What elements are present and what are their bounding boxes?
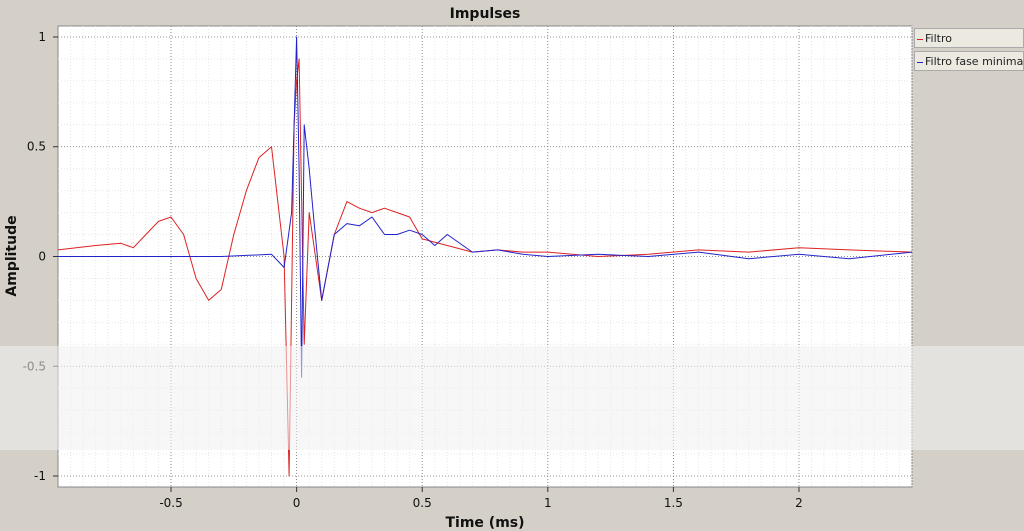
y-tick-label: 0.5 bbox=[27, 140, 46, 154]
series-line-0 bbox=[57, 58, 913, 477]
y-axis-label: Amplitude bbox=[4, 215, 20, 296]
x-tick-label: 1.5 bbox=[664, 496, 683, 510]
legend-item-filtro[interactable]: Filtro bbox=[914, 28, 1024, 48]
x-axis-label: Time (ms) bbox=[445, 515, 524, 531]
chart-title: Impulses bbox=[450, 6, 521, 22]
y-tick-label: -0.5 bbox=[23, 359, 46, 373]
series-group bbox=[57, 36, 913, 477]
legend-label: Filtro bbox=[925, 32, 952, 45]
x-tick-label: 0.5 bbox=[413, 496, 432, 510]
y-axis: -1 -0.5 0 0.5 1 bbox=[23, 30, 58, 483]
y-tick-label: 1 bbox=[38, 30, 46, 44]
x-tick-label: 0 bbox=[293, 496, 301, 510]
y-tick-label: -1 bbox=[34, 469, 46, 483]
legend-swatch-red bbox=[917, 39, 923, 40]
x-tick-label: -0.5 bbox=[159, 496, 182, 510]
legend-item-filtro-fase-minima[interactable]: Filtro fase minima bbox=[914, 51, 1024, 71]
series-line-1 bbox=[58, 36, 913, 378]
x-axis: -0.5 0 0.5 1 1.5 2 bbox=[159, 487, 803, 510]
y-tick-label: 0 bbox=[38, 250, 46, 264]
legend-label: Filtro fase minima bbox=[925, 55, 1024, 68]
x-tick-label: 2 bbox=[795, 496, 803, 510]
x-tick-label: 1 bbox=[544, 496, 552, 510]
legend-swatch-blue bbox=[917, 62, 923, 63]
legend: Filtro Filtro fase minima bbox=[914, 28, 1024, 78]
